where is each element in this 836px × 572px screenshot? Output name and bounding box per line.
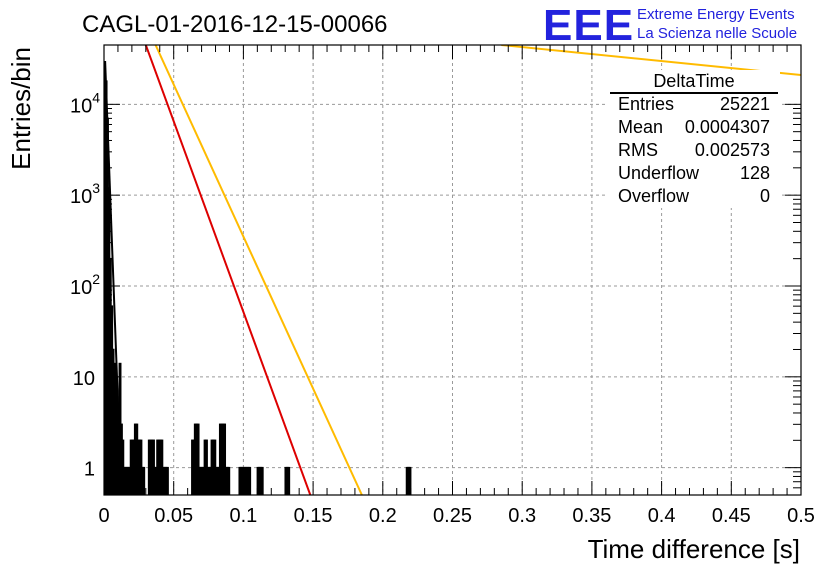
histogram-bin: [227, 466, 231, 495]
x-axis-title: Time difference [s]: [588, 534, 800, 564]
y-tick-label: 1: [84, 459, 95, 481]
stats-value: 0.0004307: [685, 117, 770, 137]
logo-line-1: Extreme Energy Events: [637, 6, 795, 23]
y-tick-label: 102: [70, 271, 100, 299]
y-tick-label: 10: [73, 368, 95, 390]
stats-value: 0: [760, 186, 770, 206]
fit-line: [104, 60, 123, 495]
x-tick-label: 0.15: [294, 505, 333, 527]
y-axis-title: Entries/bin: [6, 47, 36, 170]
x-tick-label: 0.35: [572, 505, 611, 527]
statistics-box: DeltaTime Entries 25221 Mean 0.0004307 RMS 0.…: [608, 70, 780, 208]
x-tick-label: 0.3: [508, 505, 536, 527]
stats-label: Entries: [618, 94, 674, 114]
stats-label: RMS: [618, 140, 658, 160]
histogram-bin: [408, 466, 412, 495]
histogram-bin: [260, 466, 264, 495]
stats-label: Mean: [618, 117, 663, 137]
y-tick-labels: 1 10 102 103 104: [70, 89, 100, 480]
histogram-bin: [287, 466, 291, 495]
x-tick-labels: 0 0.05 0.1 0.15 0.2 0.25 0.3 0.35 0.4 0.45 0.5: [98, 505, 814, 527]
x-tick-label: 0.45: [712, 505, 751, 527]
axis-ticks: [103, 45, 802, 496]
eee-logo: EEE: [543, 1, 634, 50]
stats-value: 25221: [720, 94, 770, 114]
x-tick-label: 0.25: [433, 505, 472, 527]
x-tick-label: 0.4: [648, 505, 676, 527]
logo-line-2: La Scienza nelle Scuole: [637, 25, 797, 42]
x-tick-label: 0.1: [229, 505, 257, 527]
x-tick-label: 0.05: [154, 505, 193, 527]
x-tick-label: 0: [98, 505, 109, 527]
x-tick-label: 0.5: [787, 505, 815, 527]
fit-lines: [104, 45, 801, 495]
stats-title: DeltaTime: [653, 71, 734, 91]
fit-line: [144, 45, 312, 495]
x-tick-label: 0.2: [369, 505, 397, 527]
stats-value: 128: [740, 163, 770, 183]
stats-label: Underflow: [618, 163, 700, 183]
histogram-bin: [165, 466, 169, 495]
chart-title: CAGL-01-2016-12-15-00066: [82, 11, 388, 38]
y-tick-label: 103: [70, 180, 100, 208]
stats-value: 0.002573: [695, 140, 770, 160]
histogram-bin: [142, 466, 146, 495]
fit-line: [154, 45, 363, 495]
y-tick-label: 104: [70, 89, 100, 117]
histogram-bin: [248, 466, 252, 495]
stats-label: Overflow: [618, 186, 690, 206]
